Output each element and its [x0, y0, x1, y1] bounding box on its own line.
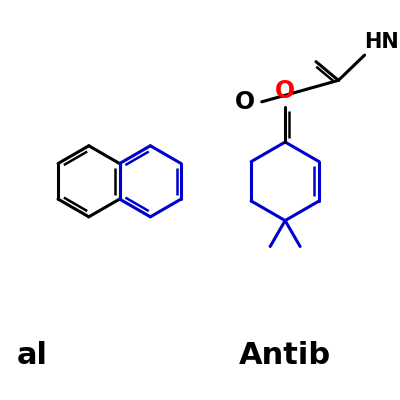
Text: HN: HN: [365, 32, 399, 52]
Text: al: al: [17, 341, 48, 370]
Text: O: O: [235, 90, 255, 114]
Text: O: O: [275, 79, 295, 103]
Text: Antib: Antib: [238, 341, 330, 370]
